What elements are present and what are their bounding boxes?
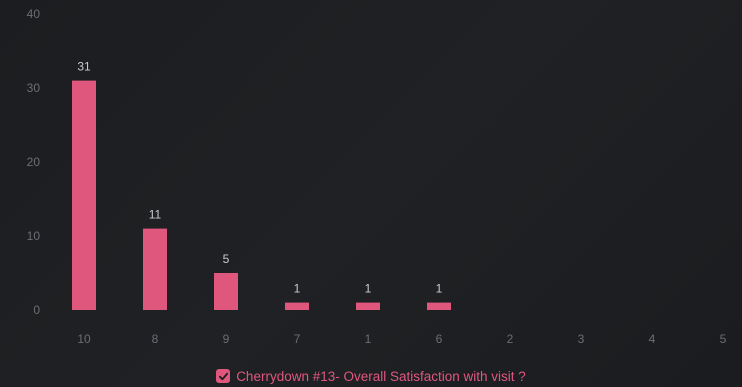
y-tick-label: 20 [27, 155, 41, 169]
bar-8 [143, 228, 167, 310]
x-axis: 10 8 9 7 1 6 2 3 4 5 [77, 332, 726, 346]
legend-item[interactable]: Cherrydown #13- Overall Satisfaction wit… [0, 366, 742, 386]
checkbox-checked-icon[interactable] [216, 369, 231, 383]
y-tick-label: 10 [27, 229, 41, 243]
x-tick-label: 4 [649, 332, 656, 346]
x-tick-label: 6 [436, 332, 443, 346]
y-tick-label: 0 [33, 303, 40, 317]
data-label-1: 1 [365, 282, 372, 296]
x-tick-label: 10 [77, 332, 91, 346]
data-label-8: 11 [149, 208, 162, 222]
x-tick-label: 9 [223, 332, 230, 346]
y-tick-label: 30 [27, 81, 41, 95]
bar-9 [214, 273, 238, 310]
data-label-6: 1 [436, 282, 443, 296]
y-tick-label: 40 [27, 7, 41, 21]
x-tick-label: 5 [720, 332, 727, 346]
bar-1 [356, 302, 380, 310]
x-tick-label: 7 [294, 332, 301, 346]
bar-7 [285, 302, 309, 310]
x-tick-label: 1 [365, 332, 372, 346]
x-tick-label: 8 [152, 332, 159, 346]
bar-6 [427, 302, 451, 310]
data-label-9: 5 [223, 252, 230, 266]
bar-10 [72, 80, 96, 310]
y-axis: 0 10 20 30 40 [27, 7, 41, 317]
data-label-10: 31 [77, 60, 91, 74]
x-tick-label: 3 [578, 332, 585, 346]
checkmark-icon [218, 372, 228, 380]
legend-label: Cherrydown #13- Overall Satisfaction wit… [236, 368, 526, 384]
x-tick-label: 2 [507, 332, 514, 346]
data-label-7: 1 [294, 282, 301, 296]
